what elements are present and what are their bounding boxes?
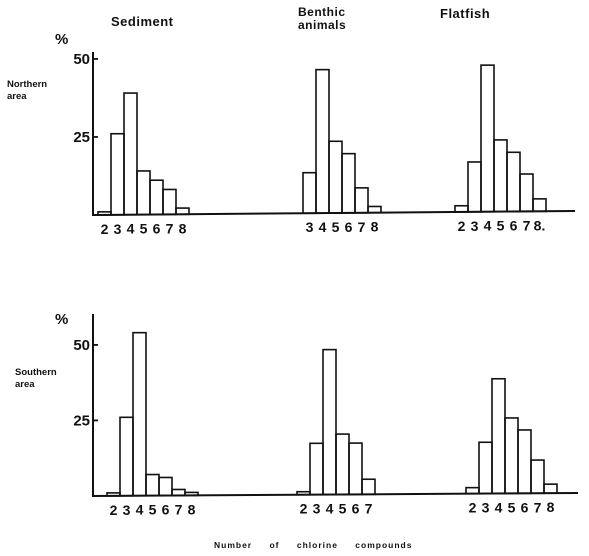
bar-northern-area-benthic-animals-5 <box>328 140 343 214</box>
bar-southern-area-flatfish-7 <box>530 459 545 495</box>
bar-southern-area-sediment-2 <box>106 492 121 497</box>
x-tick-label-northern-area-benthic-animals-5: 5 <box>332 219 340 235</box>
x-tick-label-northern-area-sediment-3: 3 <box>114 221 122 237</box>
x-tick-label-southern-area-sediment-7: 7 <box>175 501 183 517</box>
x-tick-label-southern-area-flatfish-3: 3 <box>482 500 490 516</box>
x-tick-label-northern-area-flatfish-6: 6 <box>510 218 518 234</box>
bar-northern-area-flatfish-8 <box>532 198 547 213</box>
bar-northern-area-sediment-5 <box>136 170 151 216</box>
bar-northern-area-sediment-8 <box>175 207 190 216</box>
column-title-benthic-animals: Benthic animals <box>298 5 347 32</box>
x-tick-label-northern-area-sediment-5: 5 <box>140 221 148 237</box>
bar-northern-area-flatfish-6 <box>506 151 521 213</box>
bar-northern-area-flatfish-7 <box>519 173 534 213</box>
x-tick-label-southern-area-flatfish-2: 2 <box>469 500 477 516</box>
x-tick-label-southern-area-benthic-animals-6: 6 <box>352 500 360 516</box>
bar-southern-area-flatfish-3 <box>478 441 493 495</box>
x-tick-label-northern-area-flatfish-2: 2 <box>458 218 466 234</box>
x-tick-label-northern-area-benthic-animals-8: 8 <box>371 219 379 235</box>
bar-southern-area-benthic-animals-4 <box>322 348 337 496</box>
x-tick-label-northern-area-flatfish-8: 8. <box>534 217 546 233</box>
x-tick-label-southern-area-benthic-animals-7: 7 <box>365 500 373 516</box>
bar-southern-area-flatfish-6 <box>517 429 532 495</box>
x-tick-label-southern-area-flatfish-8: 8 <box>547 499 555 515</box>
column-title-flatfish: Flatfish <box>440 6 491 21</box>
bar-northern-area-benthic-animals-4 <box>315 68 330 214</box>
y-tick-label-northern-area-sediment-25: 25 <box>73 129 90 146</box>
x-tick-label-northern-area-flatfish-5: 5 <box>497 218 505 234</box>
bar-northern-area-sediment-4 <box>123 92 138 216</box>
bar-southern-area-benthic-animals-6 <box>348 442 363 496</box>
column-title-sediment: Sediment <box>111 14 174 29</box>
x-tick-label-northern-area-flatfish-4: 4 <box>484 218 492 234</box>
x-tick-label-northern-area-sediment-6: 6 <box>153 220 161 236</box>
bar-northern-area-flatfish-4 <box>480 64 495 213</box>
bar-southern-area-sediment-4 <box>132 331 147 497</box>
bar-southern-area-sediment-5 <box>145 473 160 497</box>
y-tick-label-southern-area-sediment-25: 25 <box>73 412 90 429</box>
x-tick-label-northern-area-flatfish-7: 7 <box>523 217 531 233</box>
bar-northern-area-flatfish-5 <box>493 139 508 213</box>
bar-northern-area-benthic-animals-3 <box>302 171 317 215</box>
bar-northern-area-sediment-6 <box>149 179 164 216</box>
x-tick-label-southern-area-sediment-8: 8 <box>188 501 196 517</box>
bar-northern-area-benthic-animals-6 <box>341 152 356 214</box>
x-tick-label-southern-area-sediment-4: 4 <box>136 502 144 518</box>
bar-northern-area-benthic-animals-8 <box>367 205 382 214</box>
x-tick-label-northern-area-benthic-animals-4: 4 <box>319 219 327 235</box>
x-tick-label-northern-area-benthic-animals-6: 6 <box>345 219 353 235</box>
x-tick-label-southern-area-flatfish-6: 6 <box>521 499 529 515</box>
bar-northern-area-sediment-3 <box>110 132 125 216</box>
bar-southern-area-benthic-animals-2 <box>296 490 311 496</box>
x-tick-label-northern-area-sediment-4: 4 <box>127 221 135 237</box>
row-label-northern-area: Northern area <box>7 79 48 102</box>
bar-northern-area-sediment-7 <box>162 188 177 216</box>
bar-southern-area-benthic-animals-7 <box>361 478 376 496</box>
bar-southern-area-benthic-animals-5 <box>335 433 350 496</box>
x-tick-label-southern-area-benthic-animals-2: 2 <box>300 501 308 517</box>
x-tick-label-southern-area-sediment-3: 3 <box>123 502 131 518</box>
bar-southern-area-flatfish-8 <box>543 483 558 495</box>
x-tick-label-northern-area-sediment-2: 2 <box>101 221 109 237</box>
x-tick-label-southern-area-flatfish-7: 7 <box>534 499 542 515</box>
row-label-southern-area: Southern area <box>15 367 57 390</box>
bar-southern-area-benthic-animals-3 <box>309 442 324 496</box>
x-tick-label-southern-area-benthic-animals-3: 3 <box>313 501 321 517</box>
bar-southern-area-flatfish-5 <box>504 417 519 495</box>
x-tick-label-southern-area-sediment-2: 2 <box>110 502 118 518</box>
y-tick-label-northern-area-sediment-50: 50 <box>73 51 90 68</box>
bar-southern-area-sediment-6 <box>158 476 173 497</box>
x-tick-label-northern-area-benthic-animals-3: 3 <box>306 219 314 235</box>
x-tick-label-southern-area-sediment-6: 6 <box>162 502 170 518</box>
x-tick-label-southern-area-sediment-5: 5 <box>149 502 157 518</box>
x-tick-label-southern-area-flatfish-5: 5 <box>508 499 516 515</box>
x-tick-label-northern-area-flatfish-3: 3 <box>471 218 479 234</box>
y-unit-label-southern: % <box>55 311 69 328</box>
bar-southern-area-flatfish-4 <box>491 377 506 495</box>
bar-northern-area-flatfish-3 <box>467 161 482 213</box>
bar-northern-area-benthic-animals-7 <box>354 187 369 214</box>
x-tick-label-northern-area-sediment-7: 7 <box>166 220 174 236</box>
x-tick-label-southern-area-benthic-animals-4: 4 <box>326 501 334 517</box>
y-unit-label-northern: % <box>55 31 69 48</box>
bar-northern-area-sediment-2 <box>97 211 112 216</box>
x-tick-label-southern-area-benthic-animals-5: 5 <box>339 500 347 516</box>
x-tick-label-southern-area-flatfish-4: 4 <box>495 499 503 515</box>
x-axis-title: Number of chlorine compounds <box>214 540 413 550</box>
bar-southern-area-sediment-8 <box>184 491 199 497</box>
x-tick-label-northern-area-sediment-8: 8 <box>179 220 187 236</box>
bar-southern-area-sediment-3 <box>119 416 134 497</box>
x-tick-label-northern-area-benthic-animals-7: 7 <box>358 219 366 235</box>
y-tick-label-southern-area-sediment-50: 50 <box>73 337 90 354</box>
